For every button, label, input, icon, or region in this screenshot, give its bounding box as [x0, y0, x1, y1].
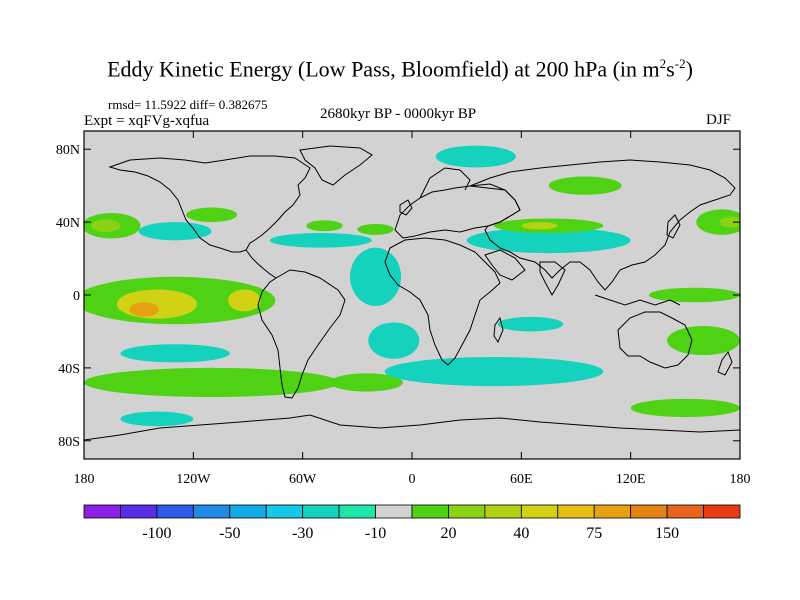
- y-tick-label: 0: [73, 289, 80, 304]
- anomaly-region-arctic-cyan: [435, 145, 516, 168]
- coast-india: [539, 261, 566, 297]
- colorbar-box: [338, 504, 376, 519]
- colorbar-box: [229, 504, 267, 519]
- rmsd-label: rmsd= 11.5922 diff= 0.382675: [108, 97, 268, 112]
- plot-title: Eddy Kinetic Energy (Low Pass, Bloomfiel…: [0, 56, 800, 82]
- anomaly-field: [84, 145, 740, 427]
- anomaly-region-south-pacific-cyan: [120, 344, 230, 363]
- anomaly-region-tropical-pacific-yellow2: [227, 289, 261, 312]
- colorbar-box: [375, 504, 413, 519]
- colorbar-box: [484, 504, 522, 519]
- y-tick-label: 80S: [58, 435, 80, 450]
- y-tick-label: 40N: [56, 216, 80, 231]
- x-tick-label: 120E: [616, 472, 646, 487]
- anomaly-region-n-pacific-east: [696, 209, 740, 235]
- anomaly-region-asia-cyan: [466, 227, 631, 254]
- x-tick-label: 120W: [176, 472, 211, 487]
- colorbar-box: [630, 504, 668, 519]
- y-tick-label: 40S: [58, 362, 80, 377]
- anomaly-region-atlantic-green-north: [306, 220, 343, 232]
- colorbar-box: [156, 504, 194, 519]
- title-sup-1: 2: [659, 56, 667, 71]
- coast-arabia: [484, 249, 526, 281]
- coast-africa: [384, 237, 501, 366]
- anomaly-region-s-ocean-green-east: [630, 398, 740, 418]
- coast-new-zealand: [717, 350, 733, 376]
- colorbar-box: [83, 504, 121, 519]
- x-tick-label: 60W: [289, 472, 317, 487]
- anomaly-region-n-pacific-west-core: [91, 219, 121, 233]
- period-label: 2680kyr BP - 0000kyr BP: [320, 106, 477, 122]
- x-tick-label: 180: [74, 472, 95, 487]
- coast-central-america: [245, 249, 277, 279]
- title-end: ): [685, 56, 693, 82]
- coast-scandinavia: [419, 167, 471, 199]
- anomaly-region-n-pacific-green: [186, 207, 238, 223]
- y-axis: 80N 40N 0 40S 80S: [56, 143, 740, 450]
- title-text: Eddy Kinetic Energy (Low Pass, Bloomfiel…: [107, 56, 660, 82]
- experiment-label: Expt = xqFVg-xqfua: [84, 113, 210, 129]
- colorbar-box: [520, 504, 559, 519]
- y-tick-label: 80N: [56, 143, 80, 158]
- title-unit-s: s: [666, 56, 675, 82]
- x-tick-label: 0: [409, 472, 416, 487]
- anomaly-region-atlantic-cyan-band: [269, 233, 372, 248]
- colorbar-label: -100: [142, 525, 171, 542]
- colorbar-box: [265, 504, 304, 519]
- anomaly-region-n-pacific-east-core: [719, 216, 740, 228]
- anomaly-region-southern-ocean-cyan: [384, 356, 604, 387]
- colorbar: -100 -50 -30 -10 20 40 75 150: [83, 504, 741, 542]
- colorbar-box: [302, 504, 340, 519]
- season-label: DJF: [706, 112, 732, 128]
- anomaly-region-south-pacific-green: [84, 367, 340, 398]
- coast-north-america: [108, 155, 311, 253]
- coast-antarctica: [84, 414, 740, 441]
- anomaly-region-siberia-green: [548, 176, 622, 195]
- colorbar-label: 75: [586, 525, 602, 542]
- colorbar-box: [120, 504, 158, 519]
- anomaly-region-w-pacific-green: [648, 287, 740, 303]
- coast-south-america: [257, 269, 346, 399]
- x-axis: 180 120W 60W 0 60E 120E 180: [74, 131, 751, 487]
- colorbar-label: -30: [292, 525, 313, 542]
- colorbar-box: [192, 504, 231, 519]
- coast-britain: [399, 199, 413, 216]
- colorbar-box: [411, 504, 449, 519]
- anomaly-region-n-pacific-cyan: [138, 222, 212, 241]
- anomaly-region-atlantic-green-north2: [357, 223, 394, 235]
- colorbar-label: 20: [440, 525, 456, 542]
- coast-australia: [617, 311, 693, 369]
- anomaly-region-s-pacific-east-green: [667, 325, 740, 356]
- coast-madagascar: [493, 316, 504, 344]
- x-tick-label: 180: [730, 472, 751, 487]
- x-tick-label: 60E: [510, 472, 533, 487]
- coast-asia: [469, 159, 736, 291]
- colorbar-label: -50: [219, 525, 240, 542]
- anomaly-region-equatorial-atlantic-cyan: [350, 247, 402, 306]
- title-sup-2: -2: [674, 56, 686, 71]
- colorbar-box: [557, 504, 595, 519]
- coast-japan: [666, 214, 681, 239]
- colorbar-box: [593, 504, 632, 519]
- anomaly-region-s-atlantic-band-green: [330, 373, 403, 392]
- colorbar-box: [703, 504, 741, 519]
- colorbar-box: [448, 504, 486, 519]
- coastlines: [84, 145, 740, 441]
- coast-indonesia: [594, 294, 681, 306]
- anomaly-region-tropical-pacific-yellow: [116, 289, 197, 319]
- anomaly-region-s-indian-cyan: [497, 316, 564, 332]
- colorbar-label: 150: [655, 525, 679, 542]
- anomaly-region-tropical-pacific-orange: [129, 302, 159, 317]
- anomaly-region-asia-yellow: [521, 222, 558, 230]
- colorbar-label: 40: [513, 525, 529, 542]
- anomaly-region-antarctic-cyan: [120, 411, 194, 427]
- colorbar-box: [666, 504, 704, 519]
- coast-greenland: [299, 145, 373, 186]
- anomaly-region-s-atlantic-cyan: [368, 322, 420, 359]
- colorbar-label: -10: [365, 525, 386, 542]
